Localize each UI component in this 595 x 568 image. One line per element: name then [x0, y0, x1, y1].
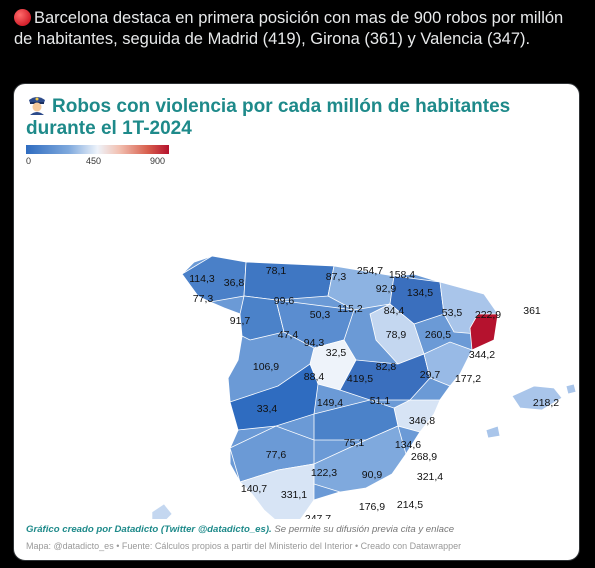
red-circle-icon [14, 9, 31, 26]
province-value-label: 346,8 [409, 415, 435, 427]
province-value-label: 218,2 [533, 397, 559, 409]
legend-gradient [26, 145, 169, 154]
province-value-label: 361 [523, 305, 541, 317]
province-value-label: 84,4 [384, 305, 405, 317]
province-value-label: 222,9 [475, 309, 501, 321]
legend-min: 0 [26, 156, 32, 166]
chart-card[interactable]: Robos con violencia por cada millón de h… [13, 83, 580, 561]
legend-max: 900 [150, 156, 166, 166]
province-value-label: 53,5 [442, 307, 463, 319]
map-shapes [151, 255, 577, 519]
legend-mid: 450 [86, 156, 102, 166]
credit-note: Se permite su difusión previa cita y enl… [271, 524, 455, 535]
province-value-label: 75,1 [344, 437, 365, 449]
tweet-text: Barcelona destaca en primera posición co… [14, 8, 584, 50]
province-value-label: 106,9 [253, 361, 279, 373]
province-value-label: 247,7 [305, 513, 331, 519]
province-value-label: 77,3 [193, 293, 214, 305]
province-value-label: 51,1 [370, 395, 391, 407]
chart-title-text: Robos con violencia por cada millón de h… [26, 96, 511, 139]
province-value-label: 90,9 [362, 469, 383, 481]
police-officer-icon [29, 97, 45, 115]
province-value-label: 149,4 [317, 397, 343, 409]
province-value-label: 268,9 [411, 451, 437, 463]
chart-source: Mapa: @datadicto_es • Fuente: Cálculos p… [26, 541, 462, 551]
province-value-label: 176,9 [359, 501, 385, 513]
province-value-label: 140,7 [241, 483, 267, 495]
chart-credit: Gráfico creado por Datadicto (Twitter @d… [26, 524, 454, 535]
province-value-label: 87,3 [326, 271, 347, 283]
province-value-label: 260,5 [425, 329, 451, 341]
province-value-label: 32,5 [326, 347, 347, 359]
province-value-label: 33,4 [257, 403, 278, 415]
map-value-labels: 114,3 36,8 78,1 87,3 254,7 158,4 92,9 134,5 77,3… [189, 265, 559, 519]
province-value-label: 134,5 [407, 287, 433, 299]
province-value-label: 29,7 [420, 369, 441, 381]
province-value-label: 78,1 [266, 265, 287, 277]
province-value-label: 254,7 [357, 265, 383, 277]
province-value-label: 122,3 [311, 467, 337, 479]
credit-main: Gráfico creado por Datadicto (Twitter @d… [26, 524, 272, 535]
province-value-label: 94,3 [304, 337, 325, 349]
province-value-label: 50,3 [310, 309, 331, 321]
province-value-label: 99,6 [274, 295, 295, 307]
province-value-label: 47,4 [278, 329, 299, 341]
tweet-body: Barcelona destaca en primera posición co… [14, 9, 564, 48]
province-value-label: 177,2 [455, 373, 481, 385]
province-value-label: 115,2 [337, 303, 363, 315]
province-value-label: 91,7 [230, 315, 251, 327]
province-value-label: 134,6 [395, 439, 421, 451]
province-value-label: 77,6 [266, 449, 287, 461]
spain-choropleth-map: 114,3 36,8 78,1 87,3 254,7 158,4 92,9 134,5 77,3… [151, 255, 577, 519]
province-value-label: 419,5 [347, 373, 373, 385]
province-value-label: 92,9 [376, 283, 397, 295]
province-value-label: 331,1 [281, 489, 307, 501]
color-legend: 0 450 900 [26, 145, 169, 168]
province-value-label: 214,5 [397, 499, 423, 511]
province-value-label: 908 [505, 327, 523, 339]
province-value-label: 344,2 [469, 349, 495, 361]
province-value-label: 88,4 [304, 371, 325, 383]
province-value-label: 82,8 [376, 361, 397, 373]
province-value-label: 114,3 [189, 273, 215, 285]
province-value-label: 36,8 [224, 277, 245, 289]
chart-title: Robos con violencia por cada millón de h… [26, 93, 571, 140]
province-value-label: 78,9 [386, 329, 407, 341]
province-value-label: 158,4 [389, 269, 415, 281]
province-value-label: 321,4 [417, 471, 443, 483]
